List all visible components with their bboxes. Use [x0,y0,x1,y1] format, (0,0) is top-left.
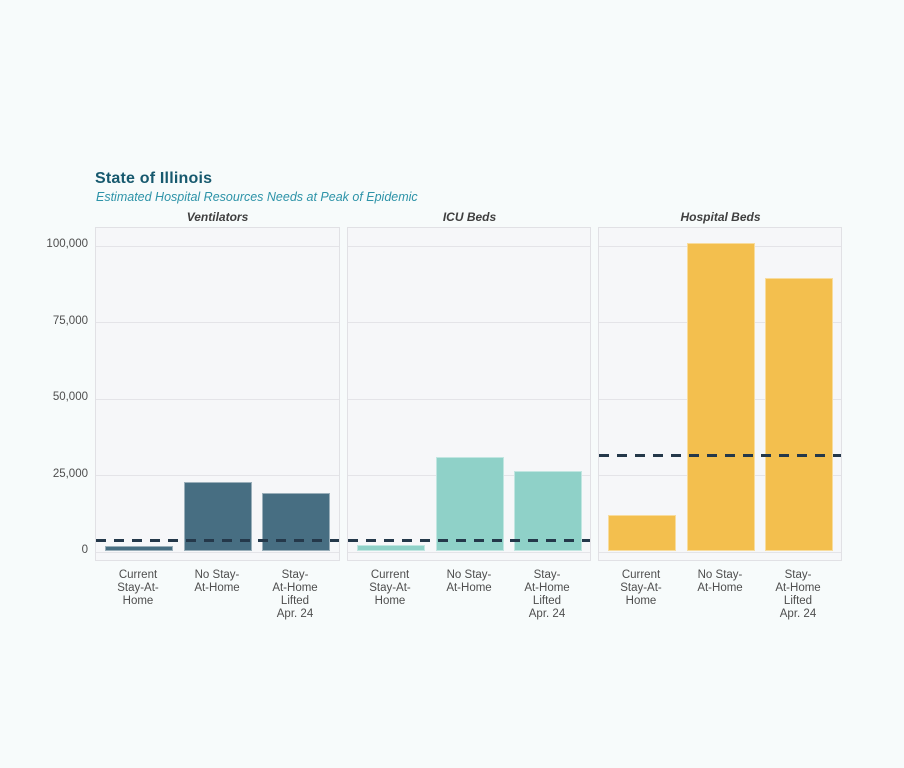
bar-hospital-beds-current-stay-at-home [608,514,676,552]
bar-ventilators-stay-at-home-lifted-apr-24 [262,493,330,552]
x-axis-label-current-stay-at-home: Current Stay-At- Home [369,569,411,607]
y-axis-tick-25000: 25,000 [52,468,88,480]
bar-hospital-beds-stay-at-home-lifted-apr-24 [765,278,833,552]
x-axis-label-stay-at-home-lifted-apr-24: Stay- At-Home Lifted Apr. 24 [775,569,821,620]
gridline-100000 [96,245,339,247]
x-axis-label-current-stay-at-home: Current Stay-At- Home [620,569,662,607]
gridline-50000 [96,398,339,400]
panel-title-ventilators: Ventilators [186,210,249,224]
y-axis-tick-50000: 50,000 [52,391,88,403]
x-axis-label-no-stay-at-home: No Stay- At-Home [446,569,492,594]
panel-title-hospital-beds: Hospital Beds [680,210,761,224]
panel-hospital-beds [598,227,842,561]
gridline-25000 [96,475,339,477]
x-axis-label-no-stay-at-home: No Stay- At-Home [697,569,743,594]
gridline-75000 [348,322,590,324]
gridline-0 [348,551,590,553]
panel-ventilators [95,227,340,561]
x-axis-label-stay-at-home-lifted-apr-24: Stay- At-Home Lifted Apr. 24 [272,569,318,620]
panel-icu-beds [347,227,591,561]
y-axis-tick-0: 0 [81,544,88,556]
bar-hospital-beds-no-stay-at-home [687,242,755,552]
capacity-dashed-line-hospital-beds [599,453,841,457]
y-axis-tick-75000: 75,000 [52,315,88,327]
x-axis-label-stay-at-home-lifted-apr-24: Stay- At-Home Lifted Apr. 24 [524,569,570,620]
gridline-0 [599,551,841,553]
capacity-dashed-line-icu-beds [348,538,590,542]
bar-ventilators-current-stay-at-home [105,546,173,552]
gridline-0 [96,551,339,553]
x-axis-label-current-stay-at-home: Current Stay-At- Home [117,569,159,607]
gridline-100000 [348,245,590,247]
bar-icu-beds-no-stay-at-home [436,457,504,552]
panel-title-icu-beds: ICU Beds [442,210,497,224]
bar-icu-beds-current-stay-at-home [357,545,425,552]
x-axis-label-no-stay-at-home: No Stay- At-Home [194,569,240,594]
gridline-50000 [348,398,590,400]
y-axis-tick-100000: 100,000 [46,238,88,250]
gridline-75000 [96,322,339,324]
chart-subtitle: Estimated Hospital Resources Needs at Pe… [96,190,418,204]
bar-icu-beds-stay-at-home-lifted-apr-24 [514,471,582,552]
chart-title: State of Illinois [95,170,213,187]
capacity-dashed-line-ventilators [96,538,339,542]
